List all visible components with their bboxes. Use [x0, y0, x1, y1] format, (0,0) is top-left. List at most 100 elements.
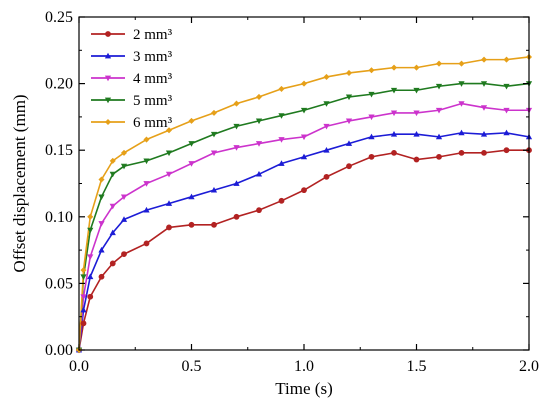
data-point — [278, 85, 285, 92]
data-point — [109, 260, 116, 267]
data-point — [121, 251, 127, 257]
data-point — [390, 87, 398, 94]
data-point — [188, 221, 195, 228]
data-point — [80, 274, 87, 280]
series-markers-3 — [75, 101, 533, 354]
data-point — [301, 187, 307, 194]
data-point — [346, 163, 352, 170]
y-tick-label: 0.00 — [45, 342, 73, 359]
x-tick-label: 1.0 — [294, 358, 314, 375]
data-point — [143, 240, 150, 247]
data-point — [278, 137, 285, 143]
data-point — [368, 133, 375, 140]
data-point — [390, 110, 398, 117]
x-tick-label: 2.0 — [519, 358, 539, 375]
data-point — [345, 94, 353, 101]
legend-label: 6 mm³ — [133, 115, 173, 131]
series-line-1 — [78, 149, 529, 351]
data-point — [300, 107, 308, 114]
data-point — [80, 294, 87, 300]
data-point — [323, 146, 330, 153]
data-point — [256, 207, 262, 214]
data-point — [120, 149, 128, 156]
data-point — [165, 171, 173, 178]
data-point — [98, 221, 105, 227]
data-point — [210, 131, 218, 138]
series-markers-5 — [75, 53, 533, 354]
axis-tick-labels: 0.0 0.5 1.0 1.5 2.0 0.00 0.05 0.10 0.15 0.20 0.25 — [45, 9, 539, 375]
data-point — [255, 93, 263, 100]
data-point — [98, 246, 105, 253]
data-point — [480, 130, 488, 137]
y-tick-label: 0.10 — [45, 209, 73, 226]
data-point — [87, 293, 94, 300]
data-point — [278, 160, 285, 166]
x-axis-title: Time (s) — [275, 379, 332, 398]
data-point — [188, 193, 195, 200]
data-point — [120, 163, 128, 170]
data-point — [210, 186, 218, 193]
data-point — [300, 153, 308, 160]
data-point — [458, 129, 465, 136]
data-point — [480, 56, 488, 63]
data-point — [503, 56, 510, 63]
data-point — [503, 129, 510, 136]
data-point — [104, 118, 112, 126]
series-line-3 — [78, 102, 529, 351]
data-point — [255, 141, 263, 147]
x-tick-label: 1.5 — [407, 358, 427, 375]
data-point — [188, 161, 195, 167]
data-point — [233, 213, 240, 220]
data-point — [413, 130, 420, 137]
legend-item: 3 mm³ — [91, 49, 173, 65]
series-line-5 — [78, 56, 530, 351]
series-markers-2 — [75, 129, 533, 353]
data-point — [210, 150, 218, 157]
data-point — [188, 117, 195, 124]
data-point — [80, 267, 87, 274]
data-point — [165, 200, 173, 206]
data-point — [233, 180, 240, 186]
data-point — [323, 173, 330, 180]
legend-item: 5 mm³ — [91, 93, 173, 109]
data-point — [120, 194, 128, 201]
y-tick-label: 0.20 — [45, 76, 73, 93]
series-markers-1 — [76, 147, 532, 353]
data-point — [458, 149, 465, 156]
data-point — [165, 150, 173, 157]
data-point — [98, 273, 105, 280]
data-point — [323, 123, 330, 130]
data-point — [109, 229, 116, 236]
data-point — [345, 140, 353, 146]
data-point — [255, 170, 263, 177]
legend-label: 4 mm³ — [133, 71, 173, 87]
data-point — [166, 224, 172, 231]
data-point — [390, 64, 398, 71]
x-tick-label: 0.0 — [69, 358, 89, 375]
data-point — [278, 113, 285, 119]
data-point — [435, 133, 443, 140]
data-point — [87, 273, 94, 280]
data-point — [480, 105, 488, 111]
data-point — [87, 227, 94, 234]
series-line-2 — [78, 132, 530, 351]
legend-item: 4 mm³ — [91, 71, 173, 87]
data-point — [503, 107, 510, 114]
data-point — [390, 130, 398, 137]
axis-ticks — [78, 16, 530, 351]
data-point — [480, 81, 488, 87]
legend-label: 2 mm³ — [133, 27, 173, 43]
legend-item: 2 mm³ — [91, 27, 173, 43]
data-point — [188, 141, 195, 147]
data-point — [120, 216, 128, 222]
data-point — [368, 91, 375, 98]
data-point — [458, 101, 465, 107]
y-axis-title: Offset displacement (mm) — [10, 94, 29, 272]
data-point — [435, 60, 443, 67]
series-lines — [78, 56, 530, 351]
y-tick-label: 0.15 — [45, 142, 73, 159]
data-point — [109, 171, 116, 178]
data-point — [435, 107, 443, 114]
data-point — [368, 114, 375, 121]
